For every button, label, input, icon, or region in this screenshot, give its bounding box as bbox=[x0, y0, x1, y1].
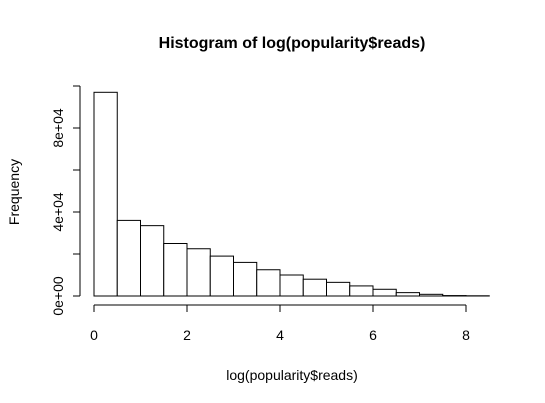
y-tick-label: 4e+04 bbox=[50, 192, 66, 232]
chart-title: Histogram of log(popularity$reads) bbox=[159, 35, 426, 52]
histogram-bar bbox=[140, 225, 165, 297]
y-axis: 0e+00 4e+04 8e+04 bbox=[50, 85, 81, 316]
histogram-bar bbox=[93, 91, 118, 297]
y-tick-label: 8e+04 bbox=[50, 108, 66, 148]
histogram-bar bbox=[302, 278, 327, 297]
histogram-bar bbox=[419, 293, 444, 297]
x-axis: 0 2 4 6 8 bbox=[90, 304, 470, 343]
histogram-bar bbox=[372, 288, 397, 297]
y-axis-label: Frequency bbox=[6, 159, 22, 225]
y-tick-label: 0e+00 bbox=[50, 276, 66, 316]
x-tick-label: 0 bbox=[90, 327, 98, 343]
histogram-bars bbox=[93, 91, 490, 297]
histogram-bar bbox=[186, 248, 211, 297]
x-axis-label: log(popularity$reads) bbox=[226, 367, 358, 383]
histogram-bar bbox=[395, 292, 420, 297]
histogram-bar bbox=[256, 269, 281, 297]
histogram-bar bbox=[209, 255, 234, 297]
histogram-bar bbox=[163, 243, 188, 297]
x-tick-label: 4 bbox=[276, 327, 284, 343]
histogram-bar bbox=[116, 219, 141, 297]
x-tick-label: 2 bbox=[183, 327, 191, 343]
histogram-bar bbox=[233, 261, 258, 297]
x-tick-label: 8 bbox=[462, 327, 470, 343]
histogram-bar bbox=[279, 274, 304, 297]
histogram-bar bbox=[326, 281, 351, 297]
histogram-bar bbox=[349, 285, 374, 297]
x-tick-label: 6 bbox=[369, 327, 377, 343]
